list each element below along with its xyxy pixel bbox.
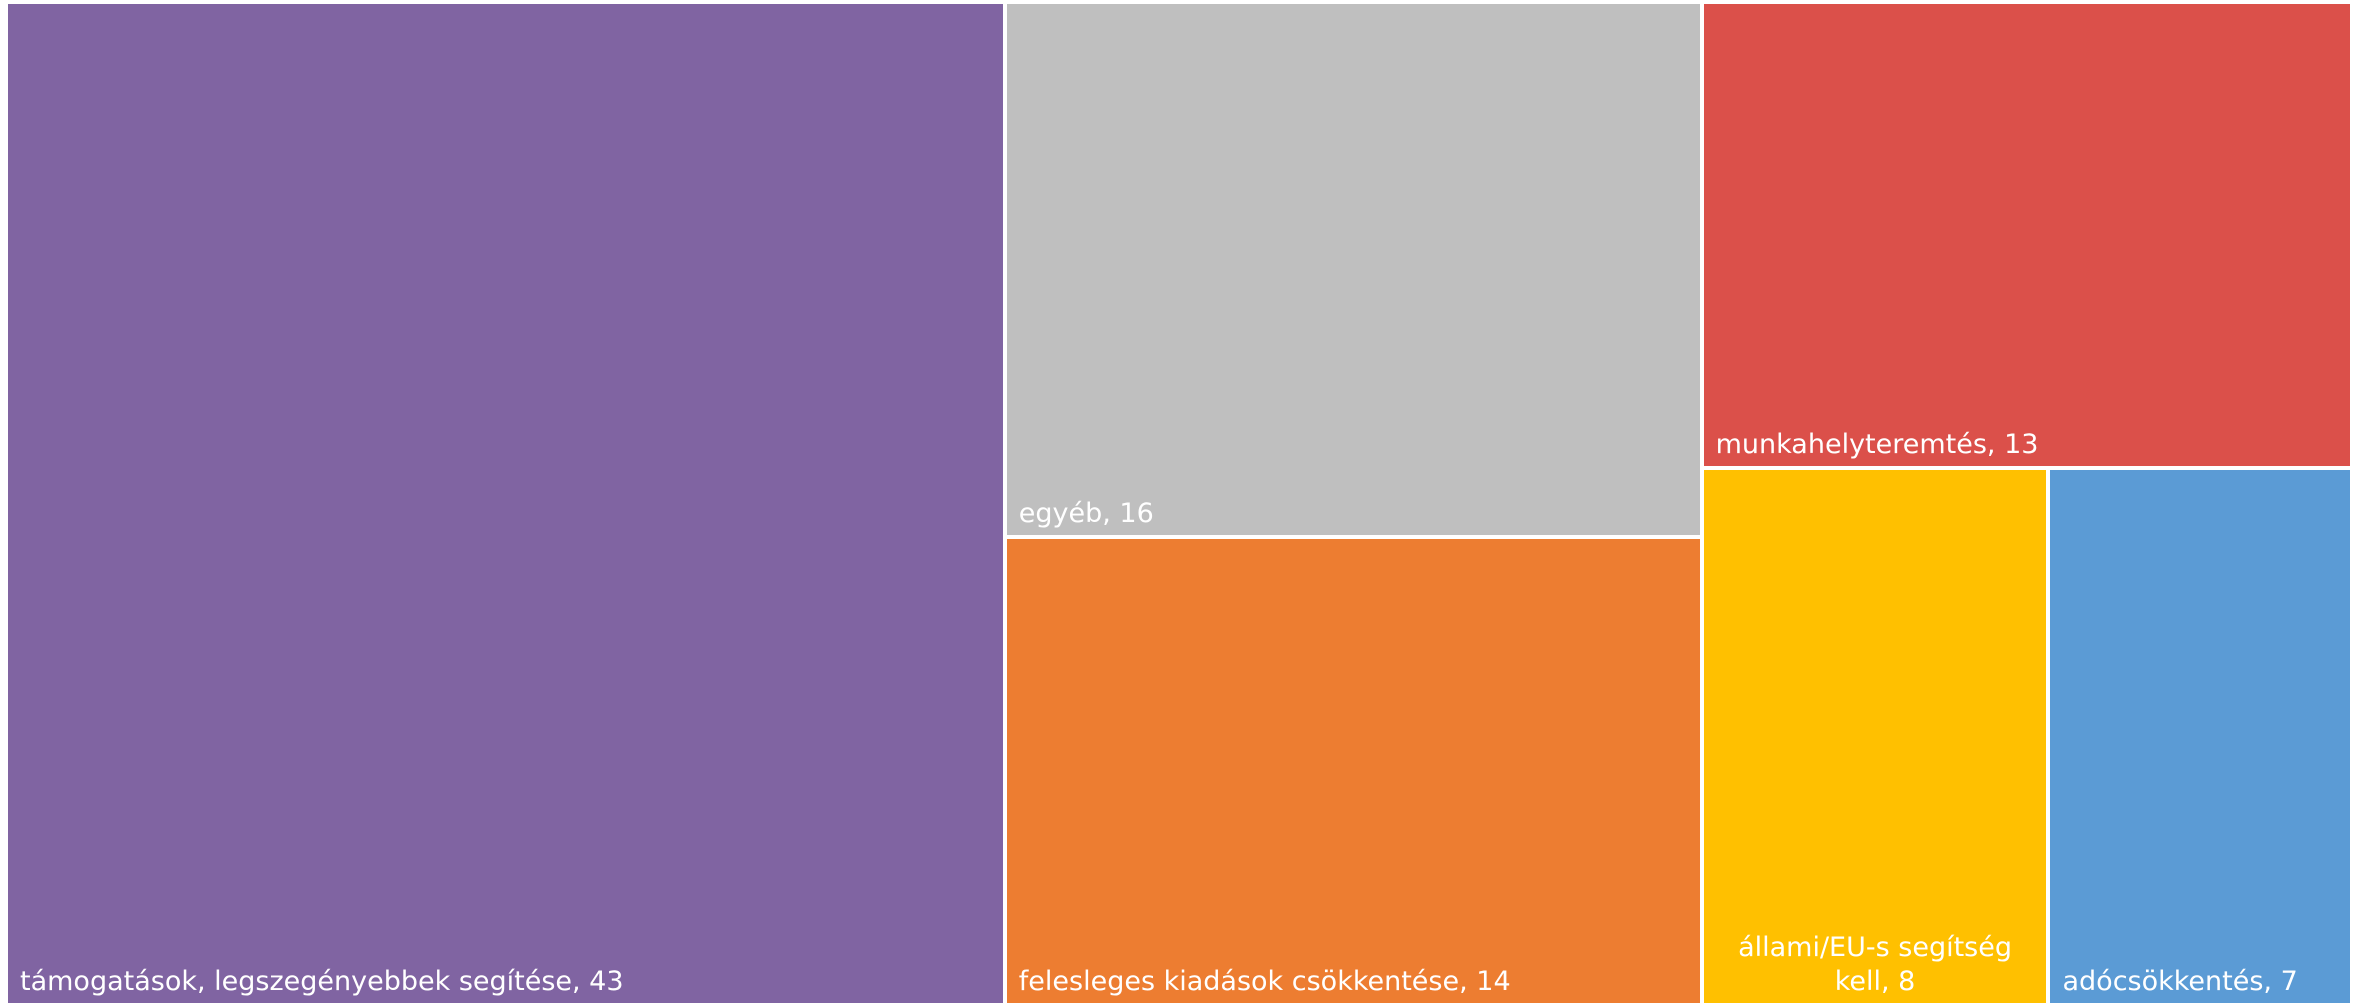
tile-tamogatasok: támogatások, legszegényebbek segítése, 4… bbox=[8, 4, 1003, 1003]
tile-label: felesleges kiadások csökkentése, 14 bbox=[1018, 965, 1511, 997]
tile-felesleges-kiadasok: felesleges kiadások csökkentése, 14 bbox=[1006, 538, 1700, 1003]
tile-label: támogatások, legszegényebbek segítése, 4… bbox=[20, 966, 624, 997]
tile-adocsokkentes: adócsökkentés, 7 bbox=[2050, 469, 2350, 1003]
tile-label: állami/EU-s segítség kell, 8 bbox=[1738, 931, 2012, 997]
tile-munkahelyteremtes: munkahelyteremtés, 13 bbox=[1703, 4, 2350, 466]
tile-egyeb: egyéb, 16 bbox=[1006, 4, 1700, 535]
tile-label: adócsökkentés, 7 bbox=[2062, 965, 2298, 997]
tile-label: munkahelyteremtés, 13 bbox=[1715, 428, 2039, 460]
tile-allami-eu-segitseg: állami/EU-s segítség kell, 8 bbox=[1703, 469, 2047, 1003]
tile-label: egyéb, 16 bbox=[1018, 497, 1154, 529]
